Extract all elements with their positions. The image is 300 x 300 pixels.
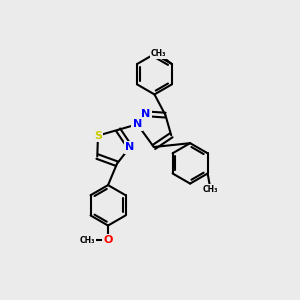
Text: CH₃: CH₃ [151,49,166,58]
Text: CH₃: CH₃ [203,185,218,194]
Text: CH₃: CH₃ [80,236,95,245]
Text: N: N [125,142,134,152]
Text: O: O [103,236,113,245]
Text: N: N [133,119,142,129]
Text: S: S [94,130,102,141]
Text: N: N [141,109,150,119]
